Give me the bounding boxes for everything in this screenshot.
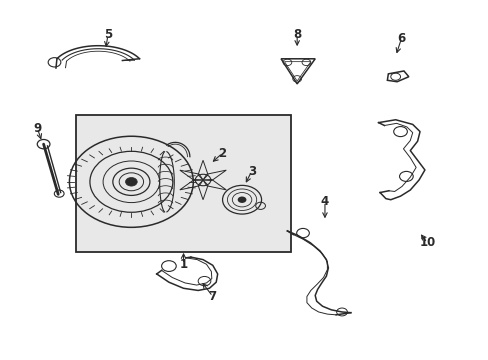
Text: 10: 10: [418, 236, 435, 249]
Text: 6: 6: [397, 32, 405, 45]
Text: 2: 2: [218, 147, 226, 159]
Circle shape: [237, 197, 246, 203]
Bar: [76, 116, 290, 252]
Text: 3: 3: [247, 165, 255, 177]
Text: 7: 7: [208, 290, 216, 303]
Text: 5: 5: [103, 28, 112, 41]
Text: 1: 1: [179, 258, 187, 271]
Circle shape: [125, 177, 137, 186]
Text: 9: 9: [33, 122, 41, 135]
Text: 4: 4: [320, 195, 328, 208]
Text: 8: 8: [292, 28, 301, 41]
